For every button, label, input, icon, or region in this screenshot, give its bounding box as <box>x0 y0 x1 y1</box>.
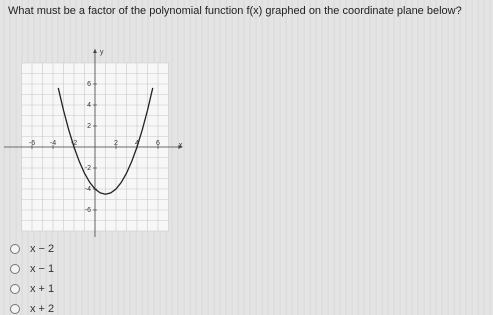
x-tick-label: -4 <box>50 140 56 147</box>
option-text: x − 1 <box>30 263 55 275</box>
y-axis-label: y <box>100 49 104 56</box>
option-text: x − 2 <box>30 243 55 255</box>
radio-button[interactable] <box>10 244 20 254</box>
coordinate-graph: x y -6 -4 -2 2 4 6 6 4 2 -2 -4 -6 <box>4 49 183 237</box>
radio-button[interactable] <box>10 264 20 274</box>
answer-option[interactable]: x + 1 <box>10 283 54 295</box>
x-tick-label: -6 <box>29 140 35 147</box>
y-tick-label: -6 <box>85 207 91 214</box>
y-tick-label: -2 <box>85 165 91 172</box>
question-text: What must be a factor of the polynomial … <box>8 5 462 17</box>
y-tick-label: -4 <box>85 186 91 193</box>
answer-option[interactable]: x + 2 <box>10 303 54 315</box>
answer-option[interactable]: x − 1 <box>10 263 54 275</box>
x-tick-label: 6 <box>156 140 160 147</box>
answer-option[interactable]: x − 2 <box>10 243 54 255</box>
option-text: x + 2 <box>30 303 55 315</box>
x-axis-label: x <box>179 142 183 149</box>
function-curve <box>57 87 154 195</box>
x-tick-label: -2 <box>71 140 77 147</box>
y-tick-label: 2 <box>87 123 91 130</box>
option-text: x + 1 <box>30 283 55 295</box>
y-tick-label: 6 <box>87 81 91 88</box>
y-tick-label: 4 <box>87 102 91 109</box>
radio-button[interactable] <box>10 284 20 294</box>
x-tick-label: 4 <box>135 140 139 147</box>
x-tick-label: 2 <box>114 140 118 147</box>
